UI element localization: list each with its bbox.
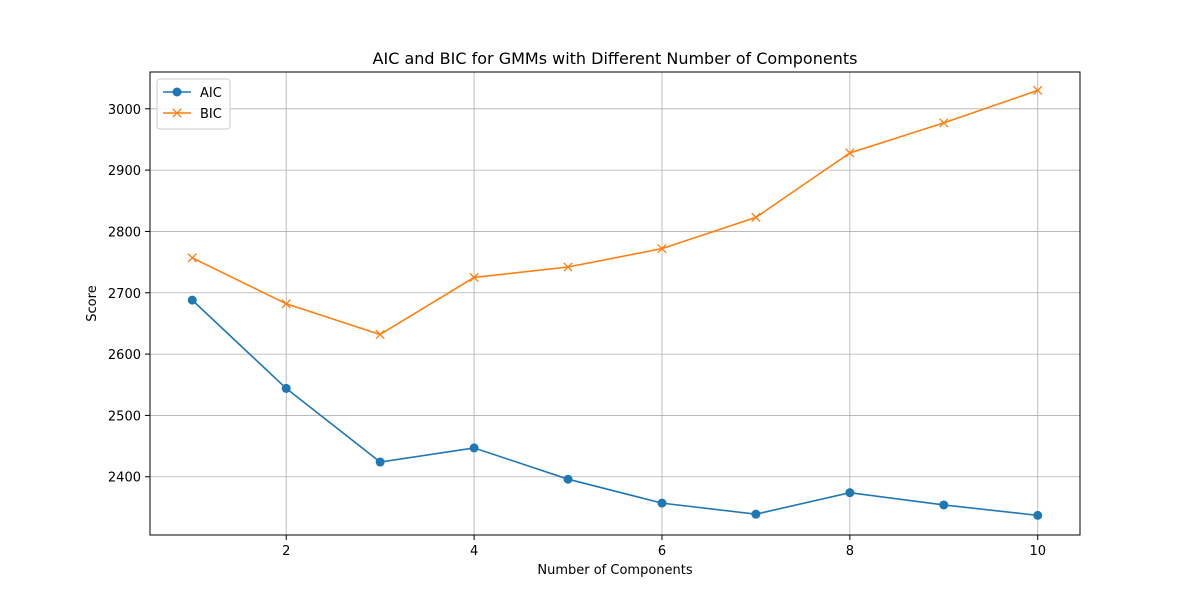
bic-point [469, 272, 479, 283]
bic-point [375, 329, 385, 340]
bic-series-line [191, 89, 1038, 336]
legend-bic-point [172, 108, 182, 118]
bic-point-stroke [281, 299, 291, 309]
legend-aic-label: AIC [200, 86, 222, 101]
legend-aic-point [172, 87, 182, 97]
legend-bic-point-stroke [172, 108, 182, 118]
bic-point [845, 148, 855, 158]
aic-point [1033, 510, 1043, 520]
bic-point-stroke [375, 329, 385, 340]
y-tick-label: 2400 [108, 471, 141, 486]
bic-point [281, 299, 291, 309]
aic-point [375, 457, 385, 467]
y-tick-label: 2900 [108, 164, 141, 179]
y-tick-label: 2600 [108, 348, 141, 363]
bic-point-stroke [657, 243, 667, 254]
bic-point-stroke [939, 118, 949, 128]
plot-frame [149, 71, 1081, 536]
aic-point [187, 295, 197, 305]
bic-point [187, 253, 197, 263]
y-axis-ticks: 2400 2500 2600 2700 2800 2900 3000 [108, 103, 150, 486]
grid [150, 72, 1080, 535]
x-tick-label: 10 [1029, 544, 1046, 559]
chart-title: AIC and BIC for GMMs with Different Numb… [373, 49, 858, 68]
legend: AIC BIC [156, 78, 231, 130]
bic-point-stroke [187, 253, 197, 263]
aic-point [845, 488, 855, 498]
y-tick-label: 3000 [108, 103, 141, 118]
legend-bic-label: BIC [200, 107, 222, 122]
bic-point [751, 212, 761, 222]
y-tick-label: 2700 [108, 287, 141, 302]
bic-point [939, 118, 949, 128]
bic-point-stroke [751, 212, 761, 222]
y-axis-label: Score [85, 285, 100, 321]
aic-point [469, 443, 479, 453]
bic-point-stroke [469, 272, 479, 283]
x-tick-label: 2 [282, 544, 290, 559]
x-axis-ticks: 2 4 6 8 10 [282, 535, 1046, 559]
aic-point [751, 509, 761, 519]
bic-point [563, 262, 573, 272]
x-tick-label: 6 [658, 544, 666, 559]
x-tick-label: 8 [846, 544, 854, 559]
aic-point [939, 500, 949, 510]
bic-point [1033, 85, 1043, 96]
x-tick-label: 4 [470, 544, 478, 559]
y-tick-label: 2500 [108, 409, 141, 424]
bic-point-stroke [1033, 85, 1043, 96]
y-tick-label: 2800 [108, 225, 141, 240]
x-axis-label: Number of Components [537, 563, 692, 578]
aic-series-line [191, 299, 1038, 517]
aic-point [281, 383, 291, 393]
bic-point [657, 243, 667, 254]
aic-point [657, 498, 667, 508]
bic-point-stroke [563, 262, 573, 272]
bic-point-stroke [845, 148, 855, 158]
series-layer [187, 85, 1043, 520]
aic-point [563, 474, 573, 484]
